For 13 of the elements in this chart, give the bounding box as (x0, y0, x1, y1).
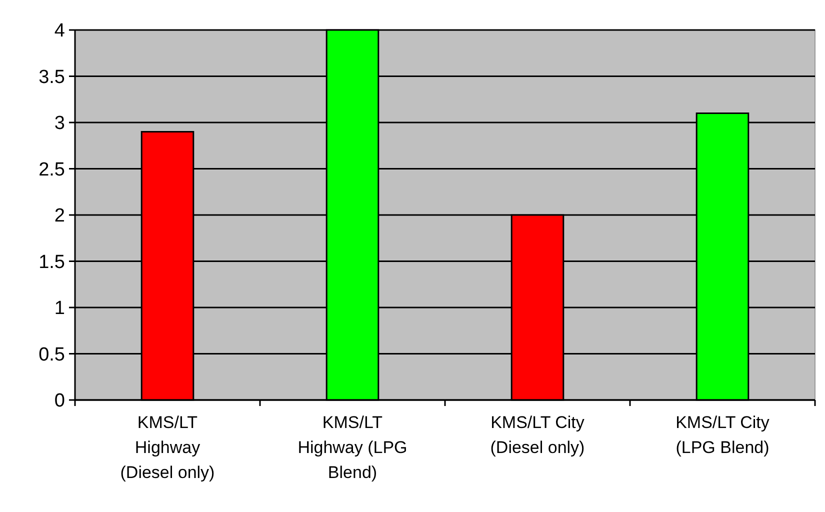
y-tick-label: 0 (54, 390, 65, 412)
y-tick-label: 2 (54, 206, 65, 227)
x-tick-label: KMS/LT Highway (Diesel only) (120, 413, 215, 482)
y-tick-label: 0.5 (38, 344, 65, 366)
y-tick-label: 3 (54, 113, 65, 134)
x-tick-label: KMS/LT City (Diesel only) (490, 413, 585, 457)
x-tick-label: KMS/LT City (LPG Blend) (676, 413, 770, 457)
y-tick-label: 1.5 (38, 252, 65, 273)
y-tick-label: 3.5 (38, 66, 65, 88)
y-tick-label: 4 (54, 20, 66, 42)
y-tick-label: 1 (54, 298, 65, 320)
y-tick-label: 2.5 (38, 159, 65, 180)
x-tick-label: KMS/LT Highway (LPG Blend) (298, 413, 408, 482)
